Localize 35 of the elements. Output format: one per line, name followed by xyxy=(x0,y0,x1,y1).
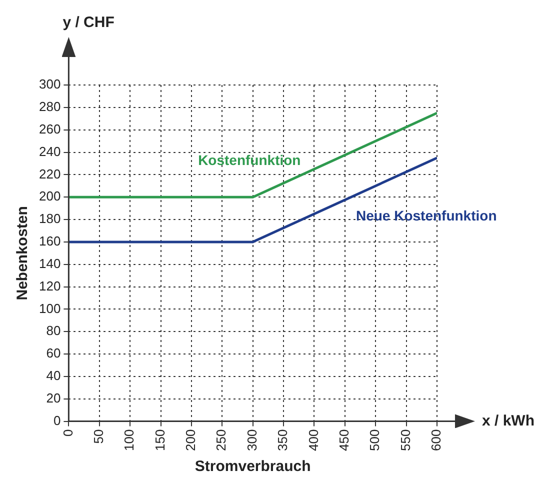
x-tick-label: 250 xyxy=(214,429,229,452)
y-tick-label: 280 xyxy=(38,99,61,114)
y-tick-label: 0 xyxy=(53,412,61,428)
series-label: Kostenfunktion xyxy=(198,152,301,168)
x-tick-label: 450 xyxy=(336,429,352,452)
y-axis-title: Nebenkosten xyxy=(14,206,32,300)
x-tick-label: 150 xyxy=(152,429,168,452)
y-tick-label: 160 xyxy=(38,234,61,249)
y-tick-label: 260 xyxy=(38,121,61,136)
y-tick-label: 240 xyxy=(38,144,61,159)
x-tick-label: 0 xyxy=(60,429,76,437)
x-tick-label: 200 xyxy=(183,429,198,452)
y-tick-label: 40 xyxy=(46,368,61,384)
y-tick-label: 140 xyxy=(38,256,61,271)
y-tick-label: 300 xyxy=(38,76,61,92)
x-tick-label: 500 xyxy=(367,429,382,452)
x-tick-label: 400 xyxy=(306,429,321,452)
y-tick-label: 60 xyxy=(46,346,61,361)
x-tick-label: 100 xyxy=(122,429,137,452)
y-tick-label: 80 xyxy=(46,323,61,338)
series-label: Neue Kostenfunktion xyxy=(356,208,497,224)
x-tick-label: 300 xyxy=(244,429,260,452)
text: x / kWh xyxy=(482,412,535,430)
y-tick-label: 20 xyxy=(46,390,61,406)
x-axis-title: Stromverbrauch xyxy=(194,458,311,476)
y-tick-label: 220 xyxy=(38,166,61,182)
text: y / CHF xyxy=(62,14,114,32)
y-tick-label: 200 xyxy=(38,188,61,204)
x-tick-label: 550 xyxy=(398,429,413,452)
x-tick-label: 600 xyxy=(428,429,444,452)
y-tick-label: 180 xyxy=(38,211,61,226)
x-tick-label: 50 xyxy=(90,429,106,444)
y-tick-label: 120 xyxy=(38,278,61,294)
x-tick-label: 350 xyxy=(275,429,290,452)
y-tick-label: 100 xyxy=(38,300,61,316)
